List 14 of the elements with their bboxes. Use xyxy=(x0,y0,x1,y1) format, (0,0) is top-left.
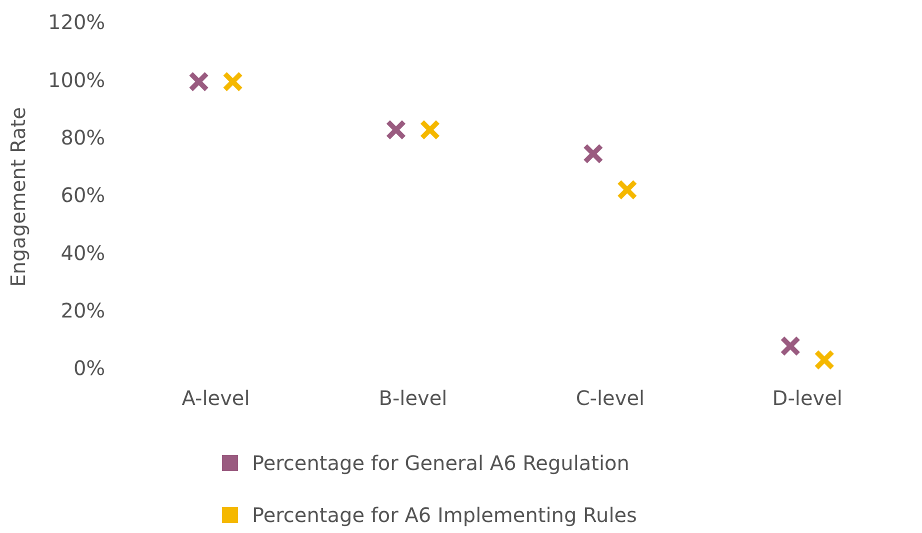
legend-label: Percentage for General A6 Regulation xyxy=(252,451,630,475)
x-tick-label: B-level xyxy=(378,386,448,410)
x-tick-label: C-level xyxy=(576,386,645,410)
y-tick-label: 120% xyxy=(48,10,106,34)
y-tick-label: 40% xyxy=(60,240,106,265)
y-tick-label: 60% xyxy=(60,183,106,208)
y-tick-label: 100% xyxy=(48,68,106,92)
x-tick-label: D-level xyxy=(772,386,842,410)
y-tick-label: 0% xyxy=(73,356,106,380)
legend-label: Percentage for A6 Implementing Rules xyxy=(252,503,637,527)
y-tick-label: 20% xyxy=(60,298,106,323)
y-tick-label: 80% xyxy=(60,126,106,150)
x-tick-label: A-level xyxy=(182,386,250,410)
y-axis-title: Engagement Rate xyxy=(6,107,30,287)
